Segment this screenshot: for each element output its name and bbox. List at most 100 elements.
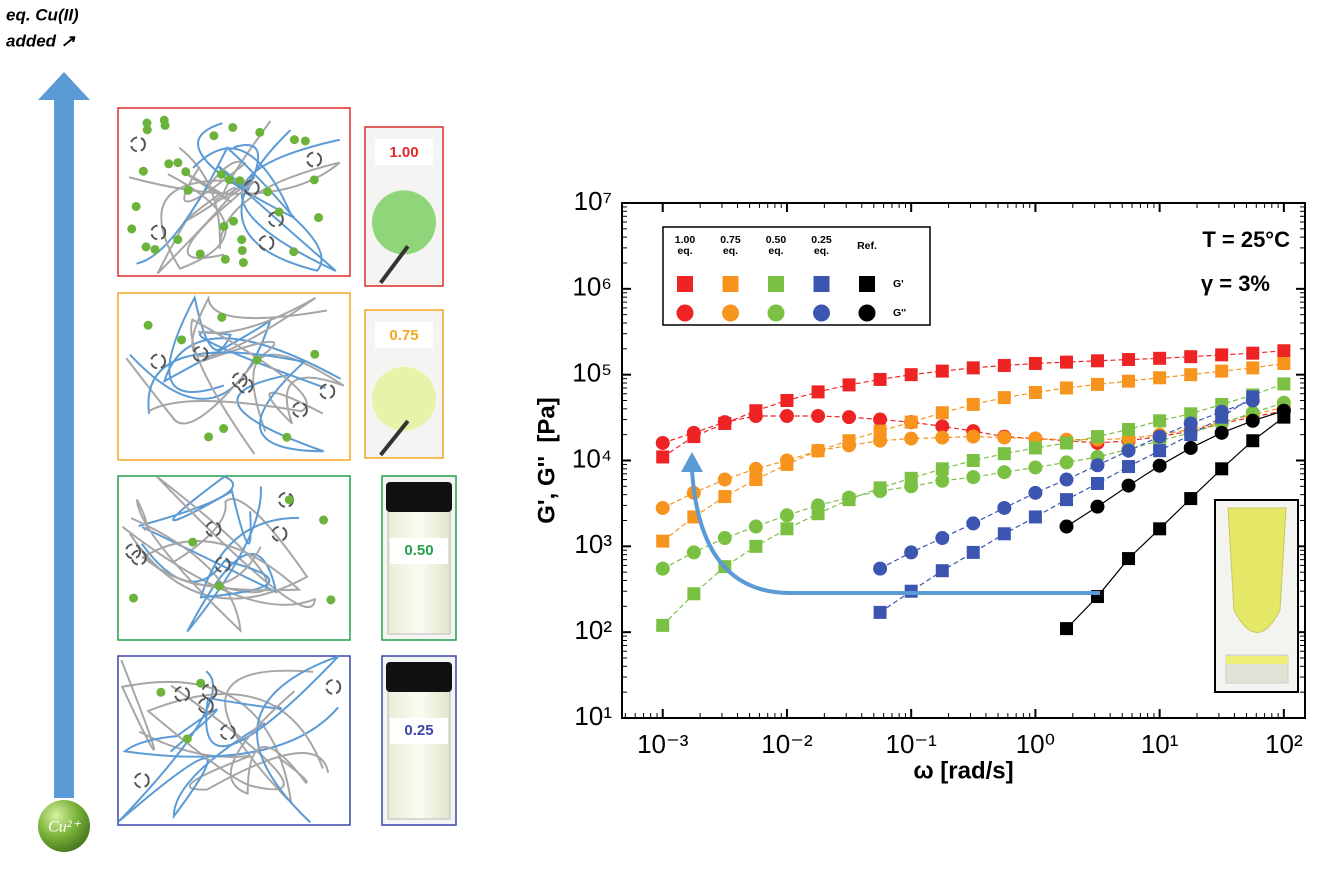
point-g-double-prime (1152, 458, 1167, 473)
cu-ion (274, 207, 284, 217)
point-g-double-prime (873, 484, 888, 499)
ligand (197, 697, 214, 714)
point-g-prime (1184, 407, 1198, 421)
y-tick-label: 10⁶ (572, 272, 612, 302)
vial-cap (386, 482, 452, 512)
x-tick-label: 10² (1265, 729, 1303, 759)
cu-ion (142, 118, 152, 128)
point-g-double-prime (1152, 429, 1167, 444)
chart: 10⁻³ 10⁻² 10⁻¹ 10⁰ 10¹ 10² 10¹ 10² 10³ 10⁴ 10⁵ 10⁶ 1… (533, 186, 1306, 784)
point-g-double-prime (717, 415, 732, 430)
point-g-prime (1090, 430, 1104, 444)
curved-arrow-head (681, 452, 703, 472)
point-g-prime (1060, 355, 1074, 369)
cu-ion (289, 135, 299, 145)
point-g-double-prime (655, 435, 670, 450)
point-g-prime (1028, 356, 1042, 370)
point-g-prime (904, 368, 918, 382)
polymer-chain (122, 476, 314, 607)
legend-swatch (859, 276, 875, 292)
cu-ion (217, 312, 227, 322)
photo-label: 0.50 (404, 542, 433, 559)
point-g-prime (873, 605, 887, 619)
photo-label: 1.00 (389, 144, 418, 161)
tweezers (379, 419, 410, 457)
photo-label: 0.75 (389, 327, 418, 344)
point-g-double-prime (1090, 499, 1105, 514)
cu-ion (128, 593, 138, 603)
annotation: γ = 3% (1201, 271, 1270, 296)
point-g-double-prime (997, 465, 1012, 480)
point-g-prime (873, 372, 887, 386)
legend-label: 1.00 eq. (675, 234, 696, 257)
point-g-prime (1184, 492, 1198, 506)
x-tick-label: 10⁻¹ (886, 729, 938, 759)
point-g-double-prime (935, 419, 950, 434)
legend-swatch (676, 304, 694, 322)
cu-ion (150, 244, 160, 254)
legend-swatch (768, 276, 784, 292)
ligand (243, 179, 260, 196)
point-g-double-prime (1245, 413, 1260, 428)
ligand (319, 383, 336, 400)
point-g-double-prime (717, 472, 732, 487)
arrow-shaft (54, 98, 74, 798)
polymer-chain (149, 320, 307, 455)
point-g-prime (1277, 344, 1291, 358)
point-g-prime (966, 454, 980, 467)
ligand (219, 724, 236, 741)
point-g-prime (1184, 368, 1198, 382)
cu-ion (237, 245, 247, 255)
point-g-double-prime (1090, 458, 1105, 473)
cu-ion (204, 432, 214, 442)
point-g-prime (1028, 510, 1042, 524)
y-axis-title: G', G'' [Pa] (533, 397, 560, 523)
point-g-double-prime (997, 500, 1012, 515)
y-tick-label: 10³ (574, 529, 612, 559)
point-g-prime (1246, 434, 1260, 448)
label-bg (390, 538, 448, 564)
legend-row-label: G'' (893, 307, 906, 319)
point-g-double-prime (748, 461, 763, 476)
point-g-prime (656, 618, 670, 632)
point-g-prime (904, 415, 918, 429)
point-g-prime (1122, 460, 1136, 474)
x-axis-title: ω [rad/s] (913, 757, 1013, 784)
legend-box (662, 226, 931, 326)
polymer-chain (143, 486, 276, 631)
x-tick-label: 10⁰ (1016, 729, 1055, 759)
point-g-prime (935, 406, 949, 420)
point-g-double-prime (1245, 393, 1260, 408)
point-g-double-prime (779, 408, 794, 423)
cu-ion (219, 221, 229, 231)
point-g-prime (1122, 422, 1136, 436)
ligand (237, 377, 254, 394)
point-g-prime (1153, 444, 1167, 458)
ligand (325, 678, 342, 695)
point-g-prime (749, 473, 763, 487)
point-g-prime (749, 539, 763, 553)
vial-body (387, 685, 451, 820)
point-g-prime (1122, 374, 1136, 388)
cu-ion (138, 166, 148, 176)
point-g-double-prime (779, 453, 794, 468)
point-g-double-prime (811, 443, 826, 458)
polymer-chain (125, 707, 338, 756)
point-g-double-prime (655, 500, 670, 515)
cu-ion (177, 335, 187, 345)
point-g-prime (1028, 385, 1042, 399)
point-g-double-prime (686, 425, 701, 440)
point-g-prime (873, 424, 887, 438)
photo-label: 0.25 (404, 722, 433, 739)
ligand (271, 525, 288, 542)
y-tick-label: 10⁵ (572, 358, 612, 388)
cu-ion (229, 216, 239, 226)
cu-ion (319, 515, 329, 525)
point-g-double-prime (966, 470, 981, 485)
vial-body (387, 505, 451, 635)
point-g-double-prime (842, 490, 857, 505)
point-g-double-prime (904, 479, 919, 494)
point-g-double-prime (811, 408, 826, 423)
legend-swatch (722, 276, 739, 292)
point-g-double-prime (1121, 443, 1136, 458)
